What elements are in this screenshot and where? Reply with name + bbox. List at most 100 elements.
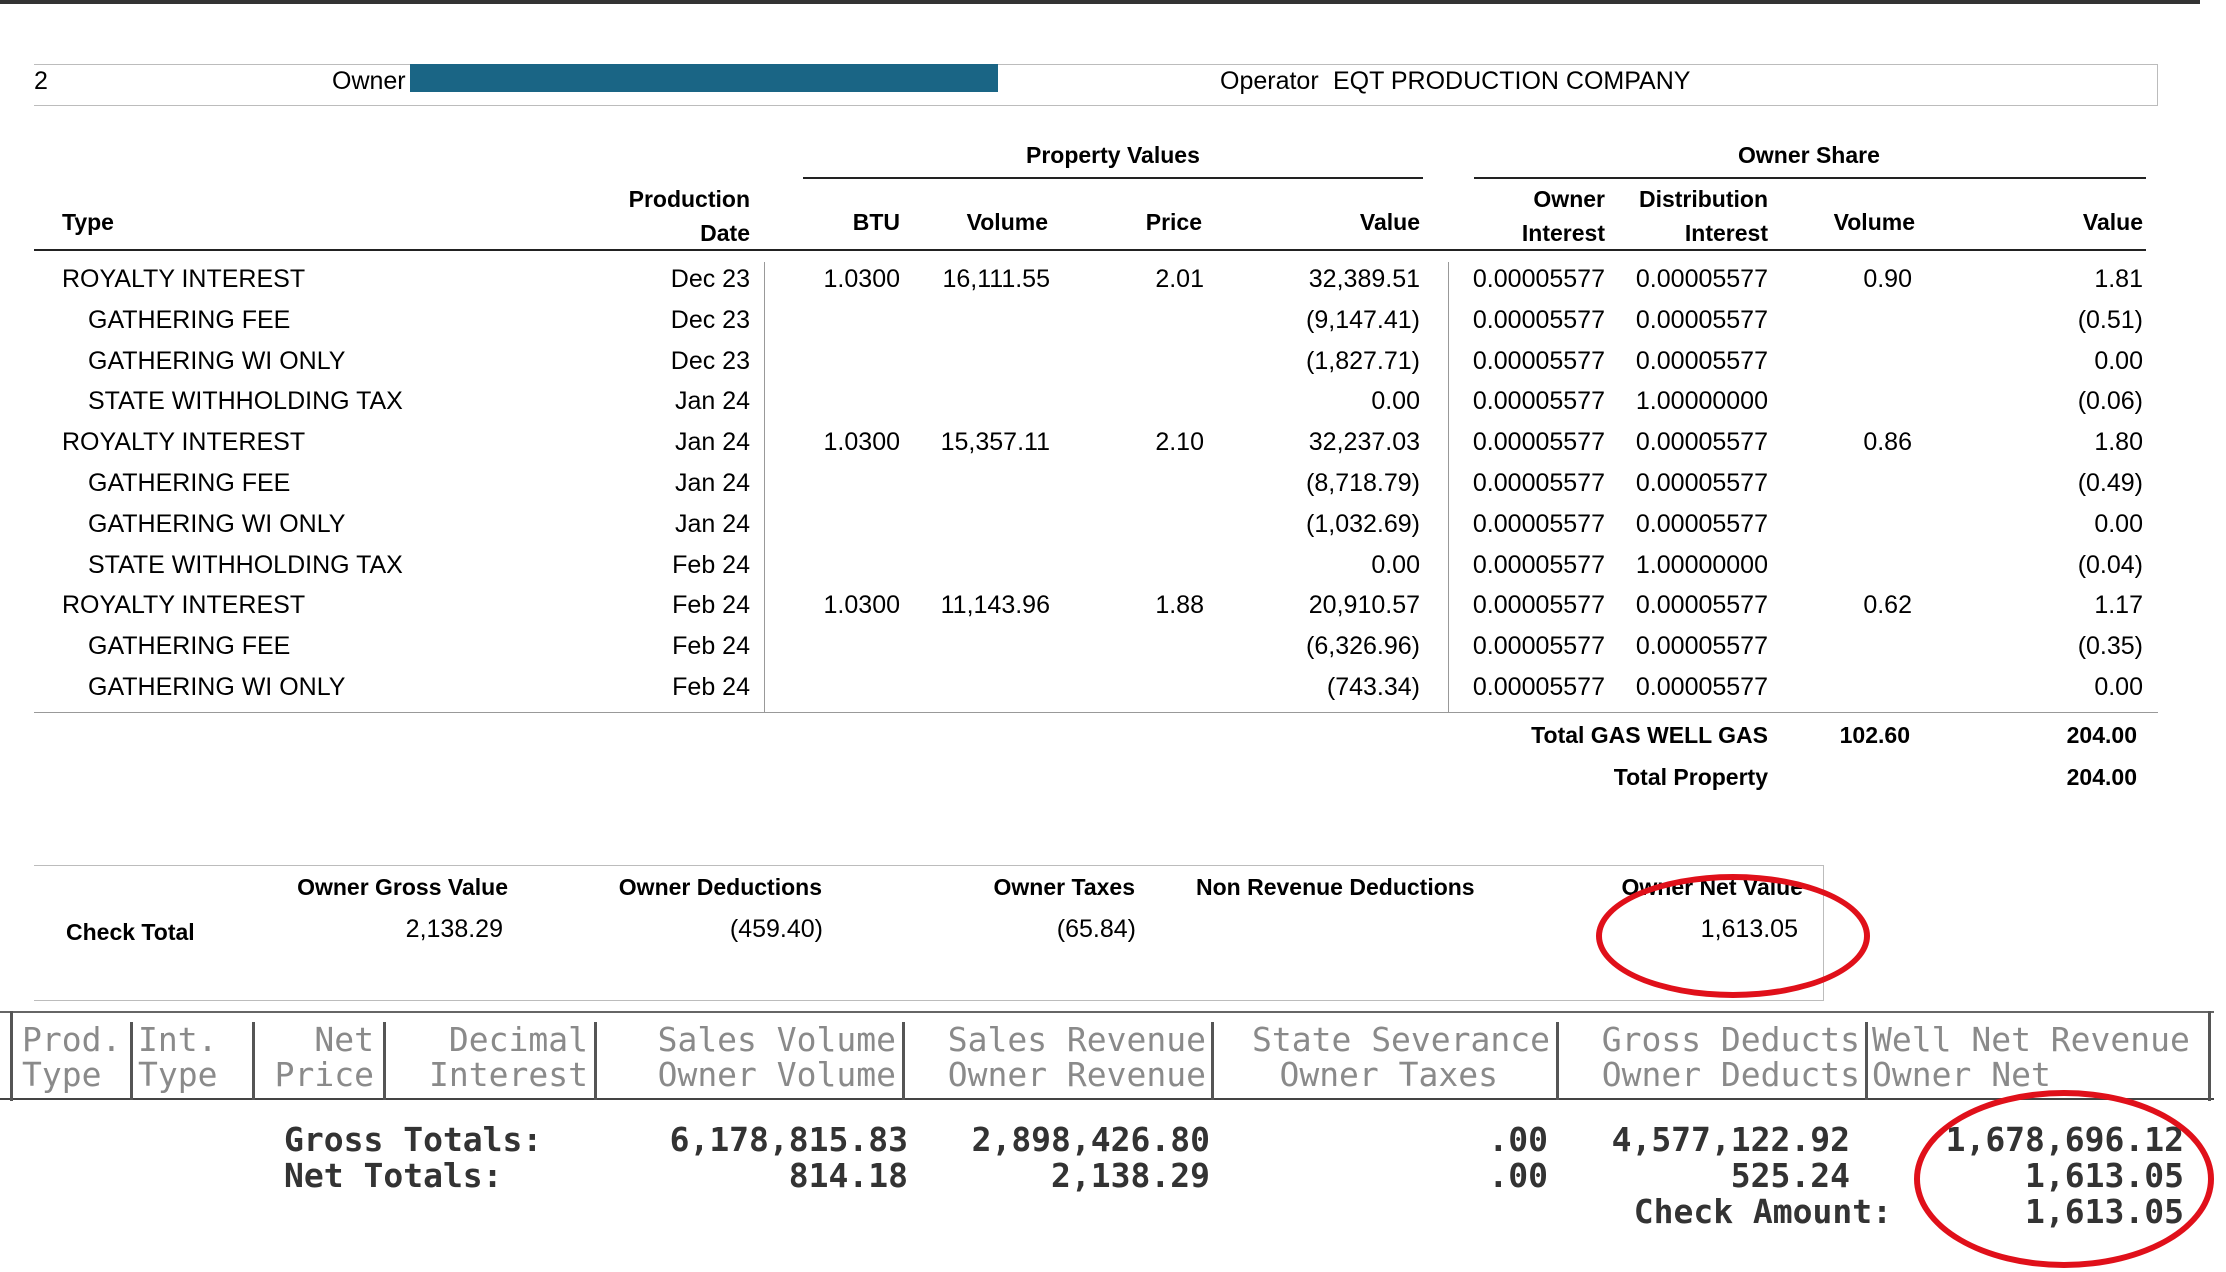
- cell-date: Feb 24: [672, 673, 750, 701]
- cell-value: (1,032.69): [1306, 509, 1420, 538]
- pv-gross-sales-volume: 6,178,815.83: [669, 1120, 908, 1159]
- cell-type: STATE WITHHOLDING TAX: [88, 550, 403, 579]
- cell-owner-interest: 0.00005577: [1472, 632, 1605, 661]
- cell-share-value: (0.06): [2077, 387, 2143, 416]
- ph-int-type-1: Int.: [138, 1020, 218, 1059]
- group-rule-property: [803, 177, 1423, 179]
- cell-dist-interest: 0.00005577: [1635, 346, 1768, 375]
- cell-share-value: (0.04): [2077, 550, 2143, 579]
- cell-share-value: 0.00: [2094, 509, 2143, 538]
- printout-top-rule: [0, 1011, 2214, 1013]
- ph-state-severance: State Severance: [1251, 1020, 1550, 1059]
- total-gas-volume: 102.60: [1839, 722, 1910, 748]
- cell-date: Dec 23: [670, 346, 750, 375]
- header-rule: [34, 249, 2146, 251]
- ph-owner-net: Owner Net: [1872, 1055, 2051, 1094]
- ph-prod-type-1: Prod.: [22, 1020, 122, 1059]
- divider-date: [764, 262, 765, 712]
- col-prod-date-2: Date: [700, 220, 750, 246]
- printout-tick: [2208, 1011, 2211, 1101]
- pv-check-label: Check Amount:: [1633, 1192, 1892, 1231]
- cell-date: Dec 23: [670, 305, 750, 334]
- cell-price: 2.01: [1155, 265, 1204, 293]
- nonrev-header: Non Revenue Deductions: [1196, 874, 1475, 900]
- check-total-label: Check Total: [66, 919, 195, 945]
- cell-owner-interest: 0.00005577: [1472, 550, 1605, 579]
- printout-tick: [594, 1022, 597, 1100]
- col-share-volume: Volume: [1833, 209, 1915, 235]
- annotation-circle-check-amount: [1914, 1090, 2214, 1268]
- cell-date: Dec 23: [670, 265, 750, 293]
- cell-dist-interest: 0.00005577: [1635, 673, 1768, 701]
- ph-prod-type-2: Type: [22, 1055, 102, 1094]
- cell-dist-interest: 0.00005577: [1635, 305, 1768, 334]
- cell-btu: 1.0300: [823, 428, 900, 457]
- cell-price: 1.88: [1155, 591, 1204, 620]
- cell-price: 2.10: [1155, 428, 1204, 457]
- total-property-label: Total Property: [1613, 764, 1768, 790]
- cell-date: Feb 24: [672, 632, 750, 661]
- cell-dist-interest: 0.00005577: [1635, 265, 1768, 293]
- col-owner-interest-2: Interest: [1521, 220, 1605, 246]
- cell-owner-interest: 0.00005577: [1472, 509, 1605, 538]
- cell-share-volume: 0.86: [1863, 428, 1912, 457]
- cell-volume: 15,357.11: [940, 428, 1050, 457]
- printout-tick: [130, 1022, 133, 1100]
- col-value: Value: [1359, 209, 1420, 235]
- printout-tick: [1865, 1022, 1868, 1100]
- ph-net-price-2: Price: [274, 1055, 374, 1094]
- ph-owner-revenue: Owner Revenue: [947, 1055, 1206, 1094]
- ph-gross-deducts: Gross Deducts: [1601, 1020, 1860, 1059]
- cell-type: GATHERING WI ONLY: [88, 509, 346, 538]
- cell-type: GATHERING FEE: [88, 469, 291, 497]
- ph-owner-volume: Owner Volume: [657, 1055, 896, 1094]
- col-owner-interest-1: Owner: [1533, 186, 1605, 212]
- pv-gross-deducts: 4,577,122.92: [1611, 1120, 1850, 1159]
- gross-value: 2,138.29: [405, 915, 503, 943]
- owner-label: Owner: [332, 67, 406, 95]
- cell-share-volume: 0.90: [1863, 265, 1912, 293]
- cell-date: Jan 24: [674, 509, 750, 538]
- cell-owner-interest: 0.00005577: [1472, 428, 1605, 457]
- taxes-value: (65.84): [1056, 915, 1136, 943]
- cell-type: ROYALTY INTEREST: [62, 428, 306, 457]
- cell-type: GATHERING WI ONLY: [88, 673, 346, 701]
- pv-net-deducts: 525.24: [1730, 1156, 1850, 1195]
- owner-name-redacted: [410, 64, 998, 92]
- ph-net-price-1: Net: [314, 1020, 374, 1059]
- cell-type: GATHERING FEE: [88, 632, 291, 661]
- ph-decimal-interest-2: Interest: [429, 1055, 588, 1094]
- annotation-circle-net-value: [1596, 874, 1870, 998]
- cell-owner-interest: 0.00005577: [1472, 469, 1605, 497]
- cell-dist-interest: 0.00005577: [1635, 428, 1768, 457]
- col-dist-interest-1: Distribution: [1638, 186, 1768, 212]
- col-price: Price: [1145, 209, 1202, 235]
- cell-date: Jan 24: [674, 387, 750, 416]
- top-rule: [0, 0, 2200, 4]
- col-volume: Volume: [966, 209, 1048, 235]
- statement-header-box: [34, 64, 2158, 106]
- cell-value: (6,326.96): [1306, 632, 1420, 661]
- col-prod-date-1: Production: [628, 186, 750, 212]
- cell-share-value: 1.81: [2094, 265, 2143, 293]
- group-property-values: Property Values: [1026, 142, 1200, 168]
- cell-value: 0.00: [1371, 550, 1420, 579]
- ph-int-type-2: Type: [138, 1055, 218, 1094]
- pv-net-revenue: 2,138.29: [1051, 1156, 1210, 1195]
- cell-owner-interest: 0.00005577: [1472, 305, 1605, 334]
- printout-tick: [1211, 1022, 1214, 1100]
- cell-share-volume: 0.62: [1863, 591, 1912, 620]
- cell-dist-interest: 1.00000000: [1635, 550, 1768, 579]
- deductions-header: Owner Deductions: [618, 874, 822, 900]
- col-type: Type: [62, 209, 114, 235]
- ph-decimal-interest-1: Decimal: [448, 1020, 588, 1059]
- ph-owner-taxes: Owner Taxes: [1279, 1055, 1498, 1094]
- cell-type: ROYALTY INTEREST: [62, 265, 306, 293]
- cell-type: GATHERING FEE: [88, 305, 291, 334]
- cell-volume: 16,111.55: [942, 265, 1050, 293]
- cell-share-value: (0.49): [2077, 469, 2143, 497]
- cell-value: 20,910.57: [1308, 591, 1420, 620]
- cell-value: (9,147.41): [1306, 305, 1420, 334]
- ph-sales-revenue: Sales Revenue: [947, 1020, 1206, 1059]
- printout-tick: [383, 1022, 386, 1100]
